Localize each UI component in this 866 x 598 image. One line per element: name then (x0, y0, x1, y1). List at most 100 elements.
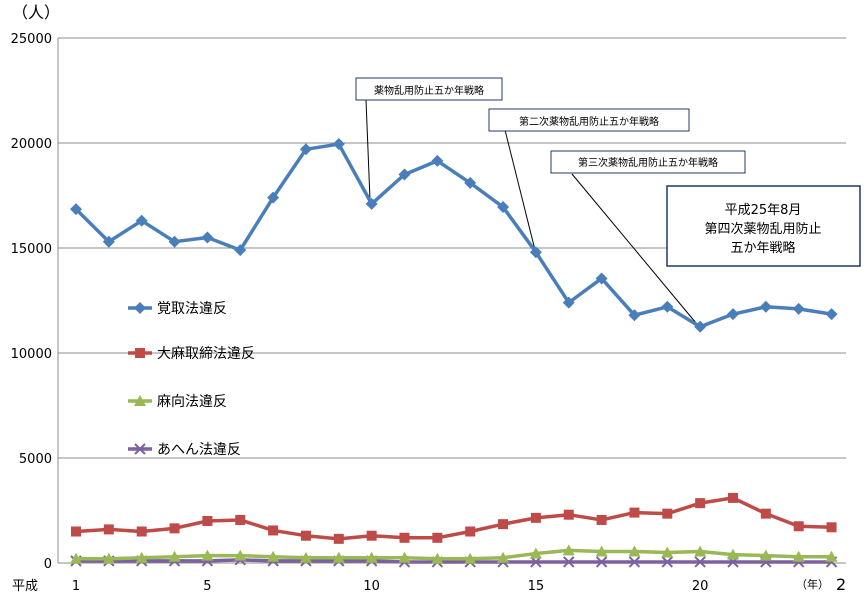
data-point (70, 552, 82, 564)
x-prefix-label: 平成 (12, 579, 38, 594)
data-point (135, 214, 148, 227)
data-point (202, 516, 213, 526)
data-point (365, 197, 378, 210)
data-point (267, 550, 280, 562)
data-point (398, 168, 411, 181)
annotation-text-1: 薬物乱用防止五か年戦略 (374, 84, 484, 97)
legend-label: あへん法違反 (157, 442, 241, 458)
legend-label: 大麻取締法違反 (157, 345, 255, 362)
annotation-text-4-line-3: 五か年戦略 (730, 240, 795, 256)
data-point (595, 556, 608, 568)
data-point (662, 508, 673, 519)
x-tick-label: 1 (72, 579, 80, 594)
data-point (299, 143, 312, 156)
data-point (727, 308, 739, 321)
data-point (102, 552, 115, 564)
data-point (464, 176, 477, 189)
data-point (169, 523, 180, 534)
legend-item-4: あへん法違反 (128, 442, 241, 458)
data-point (299, 551, 312, 563)
y-tick-label: 25000 (11, 32, 52, 47)
data-point (661, 300, 674, 313)
x-tick-labels: 1 5 10 15 20 (72, 579, 709, 594)
data-point (235, 514, 246, 525)
data-point (267, 191, 280, 204)
series-line (75, 496, 832, 541)
data-point (332, 551, 345, 563)
data-point (826, 522, 837, 533)
data-point (792, 302, 805, 315)
x-tick-label: 5 (203, 579, 211, 594)
data-point (497, 201, 510, 214)
annotation-box-1 (355, 77, 503, 101)
y-tick-label: 10000 (11, 347, 52, 362)
data-point (529, 547, 542, 559)
annotation-text-2: 第二次薬物乱用防止五か年戦略 (519, 115, 659, 128)
data-point (234, 244, 247, 257)
data-point (661, 546, 674, 558)
data-point (694, 320, 707, 333)
data-point (695, 498, 706, 509)
data-point (497, 551, 510, 563)
series-line (76, 548, 832, 561)
data-point (563, 509, 574, 520)
data-point (529, 246, 542, 259)
data-point (694, 545, 707, 557)
data-point (628, 545, 641, 557)
y-tick-label: 20000 (11, 137, 52, 152)
legend-marker (134, 302, 146, 314)
data-point (759, 549, 772, 561)
data-point (398, 551, 411, 563)
data-point (727, 548, 739, 560)
data-point (366, 530, 377, 541)
data-point (135, 551, 148, 563)
annotation-line-3 (571, 173, 697, 324)
data-point (102, 235, 115, 248)
data-point (464, 552, 477, 564)
data-point (365, 551, 378, 563)
data-point (792, 550, 805, 562)
data-point (562, 544, 575, 556)
data-point (562, 296, 575, 309)
data-point (234, 549, 247, 561)
legend-marker (135, 348, 145, 358)
legend-label: 覚取法違反 (157, 301, 227, 317)
x-trailing-label: 2 (836, 575, 846, 594)
data-point (563, 556, 575, 568)
data-point (168, 550, 181, 562)
annotation-box-2 (488, 108, 690, 132)
legend-marker (134, 443, 146, 455)
data-point (201, 231, 214, 244)
data-point (136, 526, 147, 537)
x-tick-label: 20 (692, 579, 709, 594)
data-point (431, 552, 444, 564)
data-point (71, 526, 81, 537)
data-point (596, 514, 607, 525)
legend-item-3: 麻向法違反 (128, 394, 227, 410)
y-tick-label: 5000 (19, 452, 52, 467)
data-point (498, 519, 509, 530)
series-1 (70, 138, 838, 333)
data-point (825, 308, 838, 321)
data-point (399, 532, 410, 543)
data-point (168, 235, 181, 248)
data-point (201, 549, 214, 561)
annotation-text-3: 第三次薬物乱用防止五か年戦略 (578, 156, 718, 169)
y-unit-label: （人） (12, 3, 60, 22)
annotation-box-3 (550, 150, 746, 174)
x-unit-label: （年） (796, 577, 829, 591)
series-line (76, 558, 832, 564)
data-point (465, 526, 476, 537)
legend-item-2: 大麻取締法違反 (128, 345, 255, 362)
data-point (431, 154, 444, 167)
data-point (432, 532, 443, 543)
series-line (74, 142, 832, 329)
y-tick-label: 0 (44, 557, 52, 572)
annotation-callouts: 薬物乱用防止五か年戦略 第二次薬物乱用防止五か年戦略 第三次薬物乱用防止五か年戦… (355, 77, 861, 324)
series-3 (70, 544, 838, 564)
data-point (628, 309, 641, 322)
annotation-line-1 (365, 99, 371, 201)
series-2 (71, 492, 837, 544)
